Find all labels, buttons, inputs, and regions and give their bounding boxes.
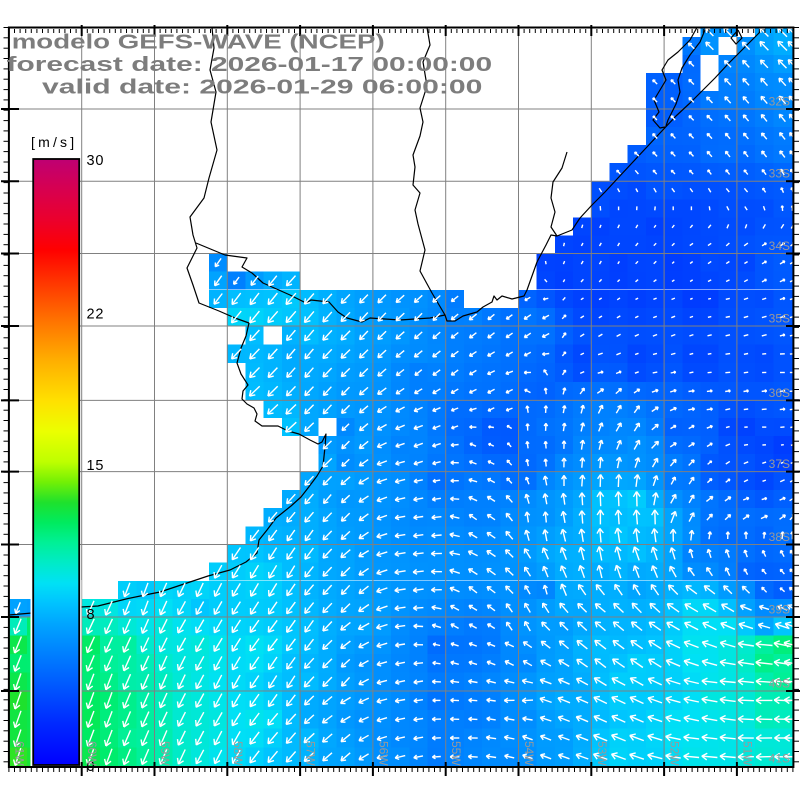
svg-text:32S: 32S — [769, 95, 790, 109]
svg-text:35S: 35S — [769, 312, 790, 326]
svg-text:forecast date: 2026-01-17 00:0: forecast date: 2026-01-17 00:00:00 — [6, 53, 492, 75]
svg-text:61W: 61W — [12, 741, 26, 766]
svg-text:41S: 41S — [769, 752, 790, 766]
svg-text:56W: 56W — [376, 741, 390, 766]
svg-text:15: 15 — [87, 458, 105, 474]
svg-text:57W: 57W — [304, 741, 318, 766]
svg-text:36S: 36S — [769, 386, 790, 400]
svg-text:39S: 39S — [769, 603, 790, 617]
svg-text:53W: 53W — [595, 741, 609, 766]
svg-text:22: 22 — [87, 307, 105, 323]
svg-text:59W: 59W — [158, 741, 172, 766]
svg-text:55W: 55W — [449, 741, 463, 766]
svg-text:60W: 60W — [85, 741, 99, 766]
svg-text:40S: 40S — [769, 677, 790, 691]
svg-text:8: 8 — [87, 607, 96, 623]
svg-text:34S: 34S — [769, 239, 790, 253]
svg-text:58W: 58W — [231, 741, 245, 766]
svg-text:[m/s]: [m/s] — [31, 134, 77, 150]
svg-text:51W: 51W — [740, 741, 754, 766]
svg-text:33S: 33S — [769, 167, 790, 181]
svg-text:30: 30 — [87, 153, 105, 169]
svg-text:52W: 52W — [668, 741, 682, 766]
svg-text:modelo GEFS-WAVE (NCEP): modelo GEFS-WAVE (NCEP) — [12, 31, 385, 54]
svg-text:54W: 54W — [522, 741, 536, 766]
svg-text:37S: 37S — [769, 457, 790, 471]
svg-text:valid date: 2026-01-29 06:00:0: valid date: 2026-01-29 06:00:00 — [42, 76, 482, 98]
svg-text:38S: 38S — [769, 530, 790, 544]
